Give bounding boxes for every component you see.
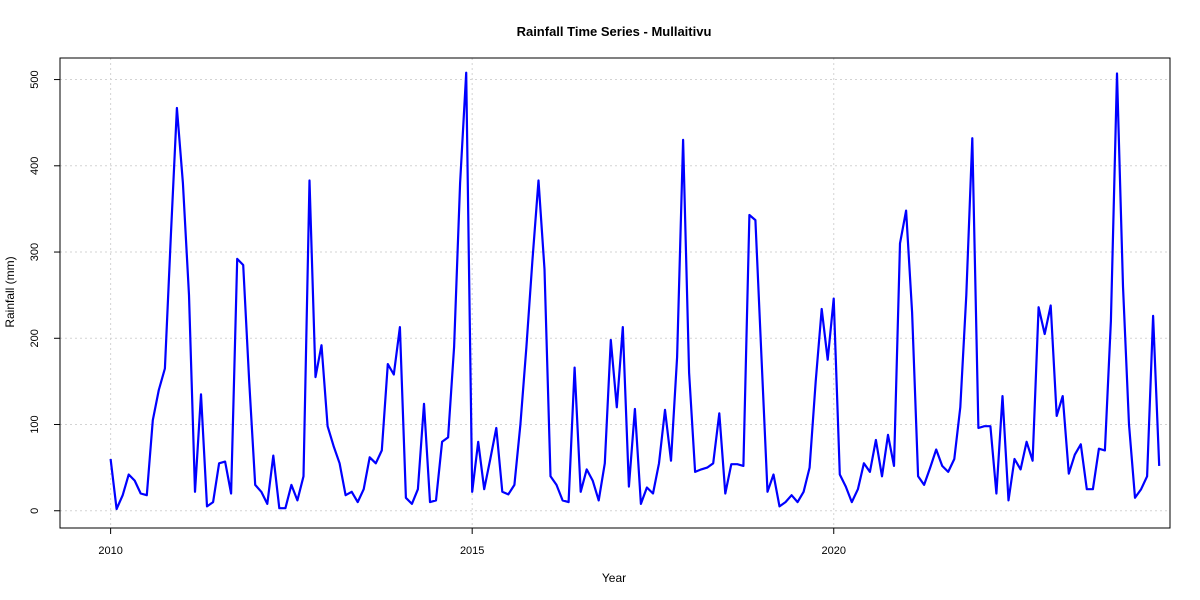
y-tick-label: 100 [29,415,41,433]
x-tick-label: 2010 [98,545,122,557]
y-axis-label: Rainfall (mm) [3,256,17,327]
axes-layer: 0 100 200 300 400 500 2010 2015 2020 [29,70,846,557]
y-tick-label: 500 [29,70,41,88]
y-tick-label: 0 [29,508,41,514]
plot-frame [59,57,1171,529]
y-tick-label: 400 [29,157,41,175]
grid-layer [60,58,1170,528]
series-layer [109,71,1161,511]
x-axis-label: Year [602,571,626,585]
rainfall-series-line [109,71,1161,511]
y-tick-label: 300 [29,243,41,261]
x-tick-label: 2015 [460,545,484,557]
x-tick-label: 2020 [822,545,846,557]
chart-title: Rainfall Time Series - Mullaitivu [517,24,712,39]
y-tick-label: 200 [29,329,41,347]
